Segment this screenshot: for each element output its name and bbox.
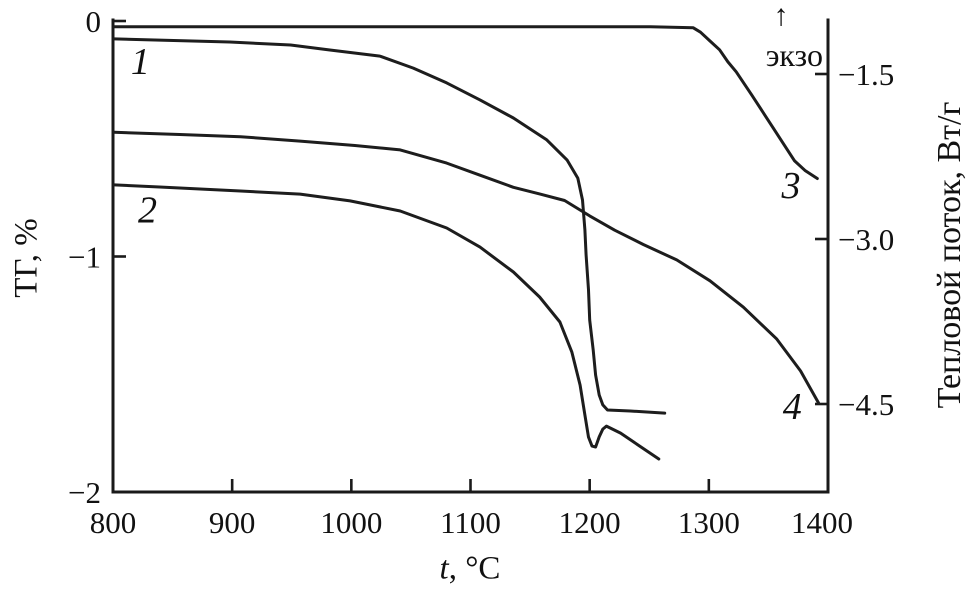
exo-annotation: экзо <box>765 37 823 73</box>
right-axis-title: Тепловой поток, Вт/г <box>931 101 968 409</box>
x-tick-label: 1000 <box>320 505 382 540</box>
axes <box>111 18 830 494</box>
left-tick-label: 0 <box>86 4 102 39</box>
right-tick-label: −1.5 <box>838 57 894 92</box>
curve-label-4: 4 <box>783 386 802 428</box>
x-tick-label: 800 <box>90 505 137 540</box>
curves: 1 2 3 4 <box>112 25 820 461</box>
right-tick-label: −3.0 <box>838 222 894 257</box>
x-tick-label: 1100 <box>440 505 501 540</box>
left-tick-label: −1 <box>68 240 101 275</box>
x-tick-label: 900 <box>209 505 256 540</box>
curve-line-4 <box>112 130 820 405</box>
curve-label-3: 3 <box>781 165 801 207</box>
right-tick-label: −4.5 <box>838 387 894 422</box>
x-tick-label: 1300 <box>678 505 740 540</box>
x-axis-title-symbol: t <box>439 550 449 587</box>
tick-marks <box>113 19 828 492</box>
curve-label-2: 2 <box>138 189 157 231</box>
x-axis-title-units: , °C <box>448 550 501 587</box>
x-tick-label: 1400 <box>791 505 853 540</box>
curve-line-1 <box>112 37 667 415</box>
exo-up-arrow-icon: ↑ <box>773 0 789 32</box>
tick-labels: 800 900 1000 1100 1200 1300 1400 0 −1 −2 −1.5 −3.0 −… <box>68 4 894 540</box>
x-tick-label: 1200 <box>559 505 621 540</box>
curve-line-3 <box>112 25 819 180</box>
left-tick-label: −2 <box>68 475 101 510</box>
left-axis-title: ТГ, % <box>8 218 45 298</box>
curve-line-2 <box>112 183 661 461</box>
x-axis-title: t, °C <box>439 550 501 587</box>
curve-label-1: 1 <box>131 41 150 83</box>
